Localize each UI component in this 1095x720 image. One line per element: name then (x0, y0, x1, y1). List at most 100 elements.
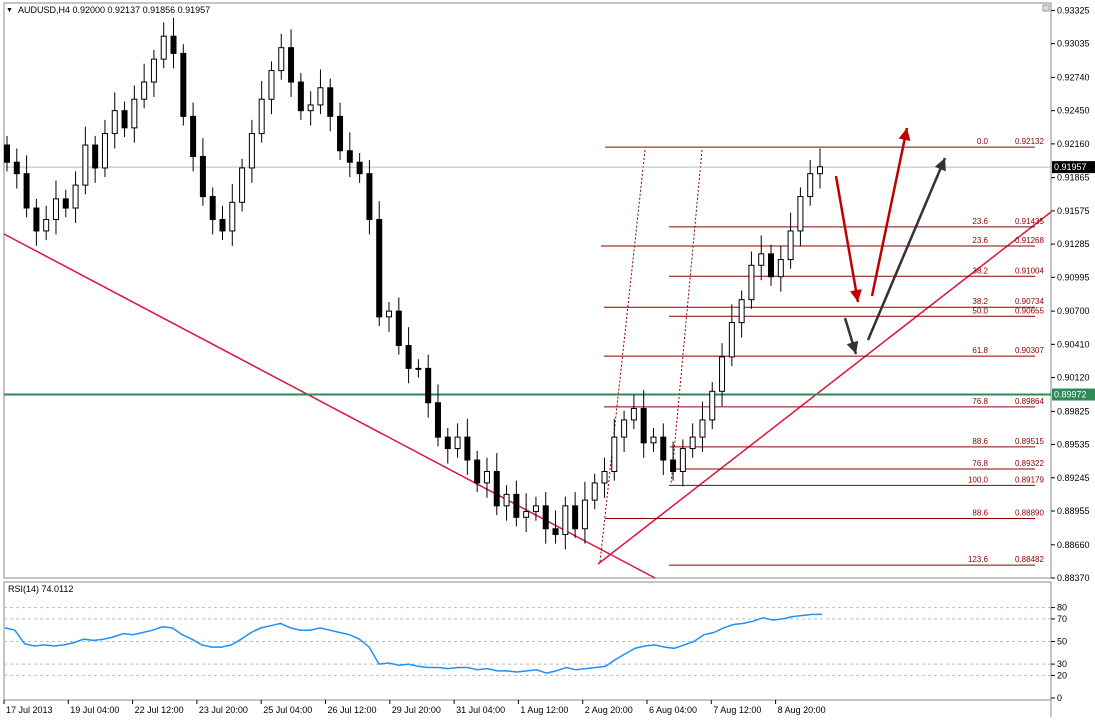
candle-body (131, 98, 138, 129)
price-tick-label: 0.88660 (1057, 540, 1090, 550)
candle-body (23, 173, 30, 209)
rsi-tick-label: 50 (1057, 637, 1067, 647)
candle-body (483, 470, 490, 484)
arrow-up-dark-head (934, 158, 946, 172)
candle-body (503, 493, 510, 507)
price-tick-label: 0.92450 (1057, 106, 1090, 116)
price-tick-label: 0.89535 (1057, 440, 1090, 450)
candle-body (562, 505, 569, 535)
time-tick-label: 2 Aug 20:00 (585, 705, 633, 715)
price-tick-label: 0.91575 (1057, 206, 1090, 216)
candle-body (327, 87, 334, 117)
candle-body (239, 167, 246, 203)
price-tick-label: 0.89825 (1057, 406, 1090, 416)
fib-price-label: 0.90655 (1015, 306, 1044, 315)
price-tick-label: 0.89245 (1057, 473, 1090, 483)
candle-body (101, 133, 108, 169)
candle-body (464, 436, 471, 461)
candle-body (434, 402, 441, 438)
fib-ratio-label: 50.0 (972, 306, 988, 315)
fib-ratio-label: 76.8 (972, 397, 988, 406)
time-tick-label: 25 Jul 04:00 (263, 705, 312, 715)
arrow-up-red-head (898, 128, 911, 141)
candle-body (699, 419, 706, 438)
price-tick-label: 0.92160 (1057, 139, 1090, 149)
rsi-tick-label: 0 (1057, 693, 1062, 703)
fib-price-label: 0.89322 (1015, 459, 1044, 468)
rsi-tick-label: 70 (1057, 614, 1067, 624)
price-tick-label: 0.90410 (1057, 339, 1090, 349)
candle-body (4, 144, 10, 163)
candle-body (346, 150, 353, 163)
candle-body (111, 110, 118, 135)
fib-price-label: 0.91268 (1015, 236, 1044, 245)
chart-menu-caret-icon[interactable]: ▼ (6, 7, 13, 14)
candle-body (660, 436, 667, 461)
candle-body (141, 81, 148, 100)
fib-price-label: 0.89515 (1015, 437, 1044, 446)
candle-body (190, 115, 197, 157)
price-tick-label: 0.90995 (1057, 272, 1090, 282)
candle-body (748, 264, 755, 301)
candle-body (92, 144, 99, 169)
candle-body (513, 493, 520, 518)
time-tick-label: 29 Jul 20:00 (392, 705, 441, 715)
candle-body (581, 499, 588, 530)
candle-body (297, 81, 304, 112)
chart-corner-handle (1042, 4, 1050, 12)
fib-price-label: 0.92132 (1015, 137, 1044, 146)
price-tick-label: 0.90700 (1057, 306, 1090, 316)
candle-body (229, 201, 236, 232)
fib-price-label: 0.89179 (1015, 475, 1044, 484)
candle-body (376, 218, 383, 318)
arrow-down-red-shaft (834, 175, 860, 303)
candle-body (777, 259, 784, 278)
candle-body (248, 133, 255, 169)
fib-ratio-label: 88.6 (972, 437, 988, 446)
rsi-tick-label: 80 (1057, 603, 1067, 613)
candle-body (542, 505, 549, 530)
candle-body (288, 47, 295, 83)
candle-body (219, 218, 226, 232)
price-tick-label: 0.93035 (1057, 39, 1090, 49)
candle-body (33, 207, 40, 232)
candle-body (307, 104, 314, 112)
fib-ratio-label: 76.8 (972, 459, 988, 468)
candle-body (679, 448, 686, 472)
fib-ratio-label: 123.6 (968, 555, 989, 564)
candle-body (454, 436, 461, 450)
candle-body (258, 98, 265, 135)
candle-body (337, 115, 344, 152)
time-tick-label: 17 Jul 2013 (6, 705, 53, 715)
candle-body (52, 198, 59, 220)
time-tick-label: 26 Jul 12:00 (328, 705, 377, 715)
candle-body (278, 47, 285, 72)
current-price-label: 0.91957 (1054, 162, 1087, 172)
candle-body (611, 436, 618, 472)
time-tick-label: 22 Jul 12:00 (135, 705, 184, 715)
candle-body (121, 110, 128, 129)
time-tick-label: 7 Aug 12:00 (713, 705, 761, 715)
fib-price-label: 0.90734 (1015, 297, 1044, 306)
candle-body (591, 482, 598, 501)
candle-body (395, 310, 402, 346)
arrow-up-dark-shaft (866, 157, 947, 341)
candle-body (670, 459, 677, 472)
candle-body (474, 459, 481, 484)
candle-body (386, 310, 393, 318)
candle-body (170, 35, 177, 54)
candle-body (738, 299, 745, 324)
candle-body (532, 505, 539, 513)
candle-body (640, 407, 647, 444)
candle-body (719, 356, 726, 392)
price-tick-label: 0.92740 (1057, 72, 1090, 82)
rsi-tick-label: 30 (1057, 659, 1067, 669)
uptrend-line (597, 211, 1052, 565)
time-tick-label: 6 Aug 04:00 (649, 705, 697, 715)
candle-body (728, 322, 735, 358)
candle-body (709, 390, 716, 421)
candle-body (72, 184, 79, 209)
price-pane-frame (3, 2, 1052, 579)
